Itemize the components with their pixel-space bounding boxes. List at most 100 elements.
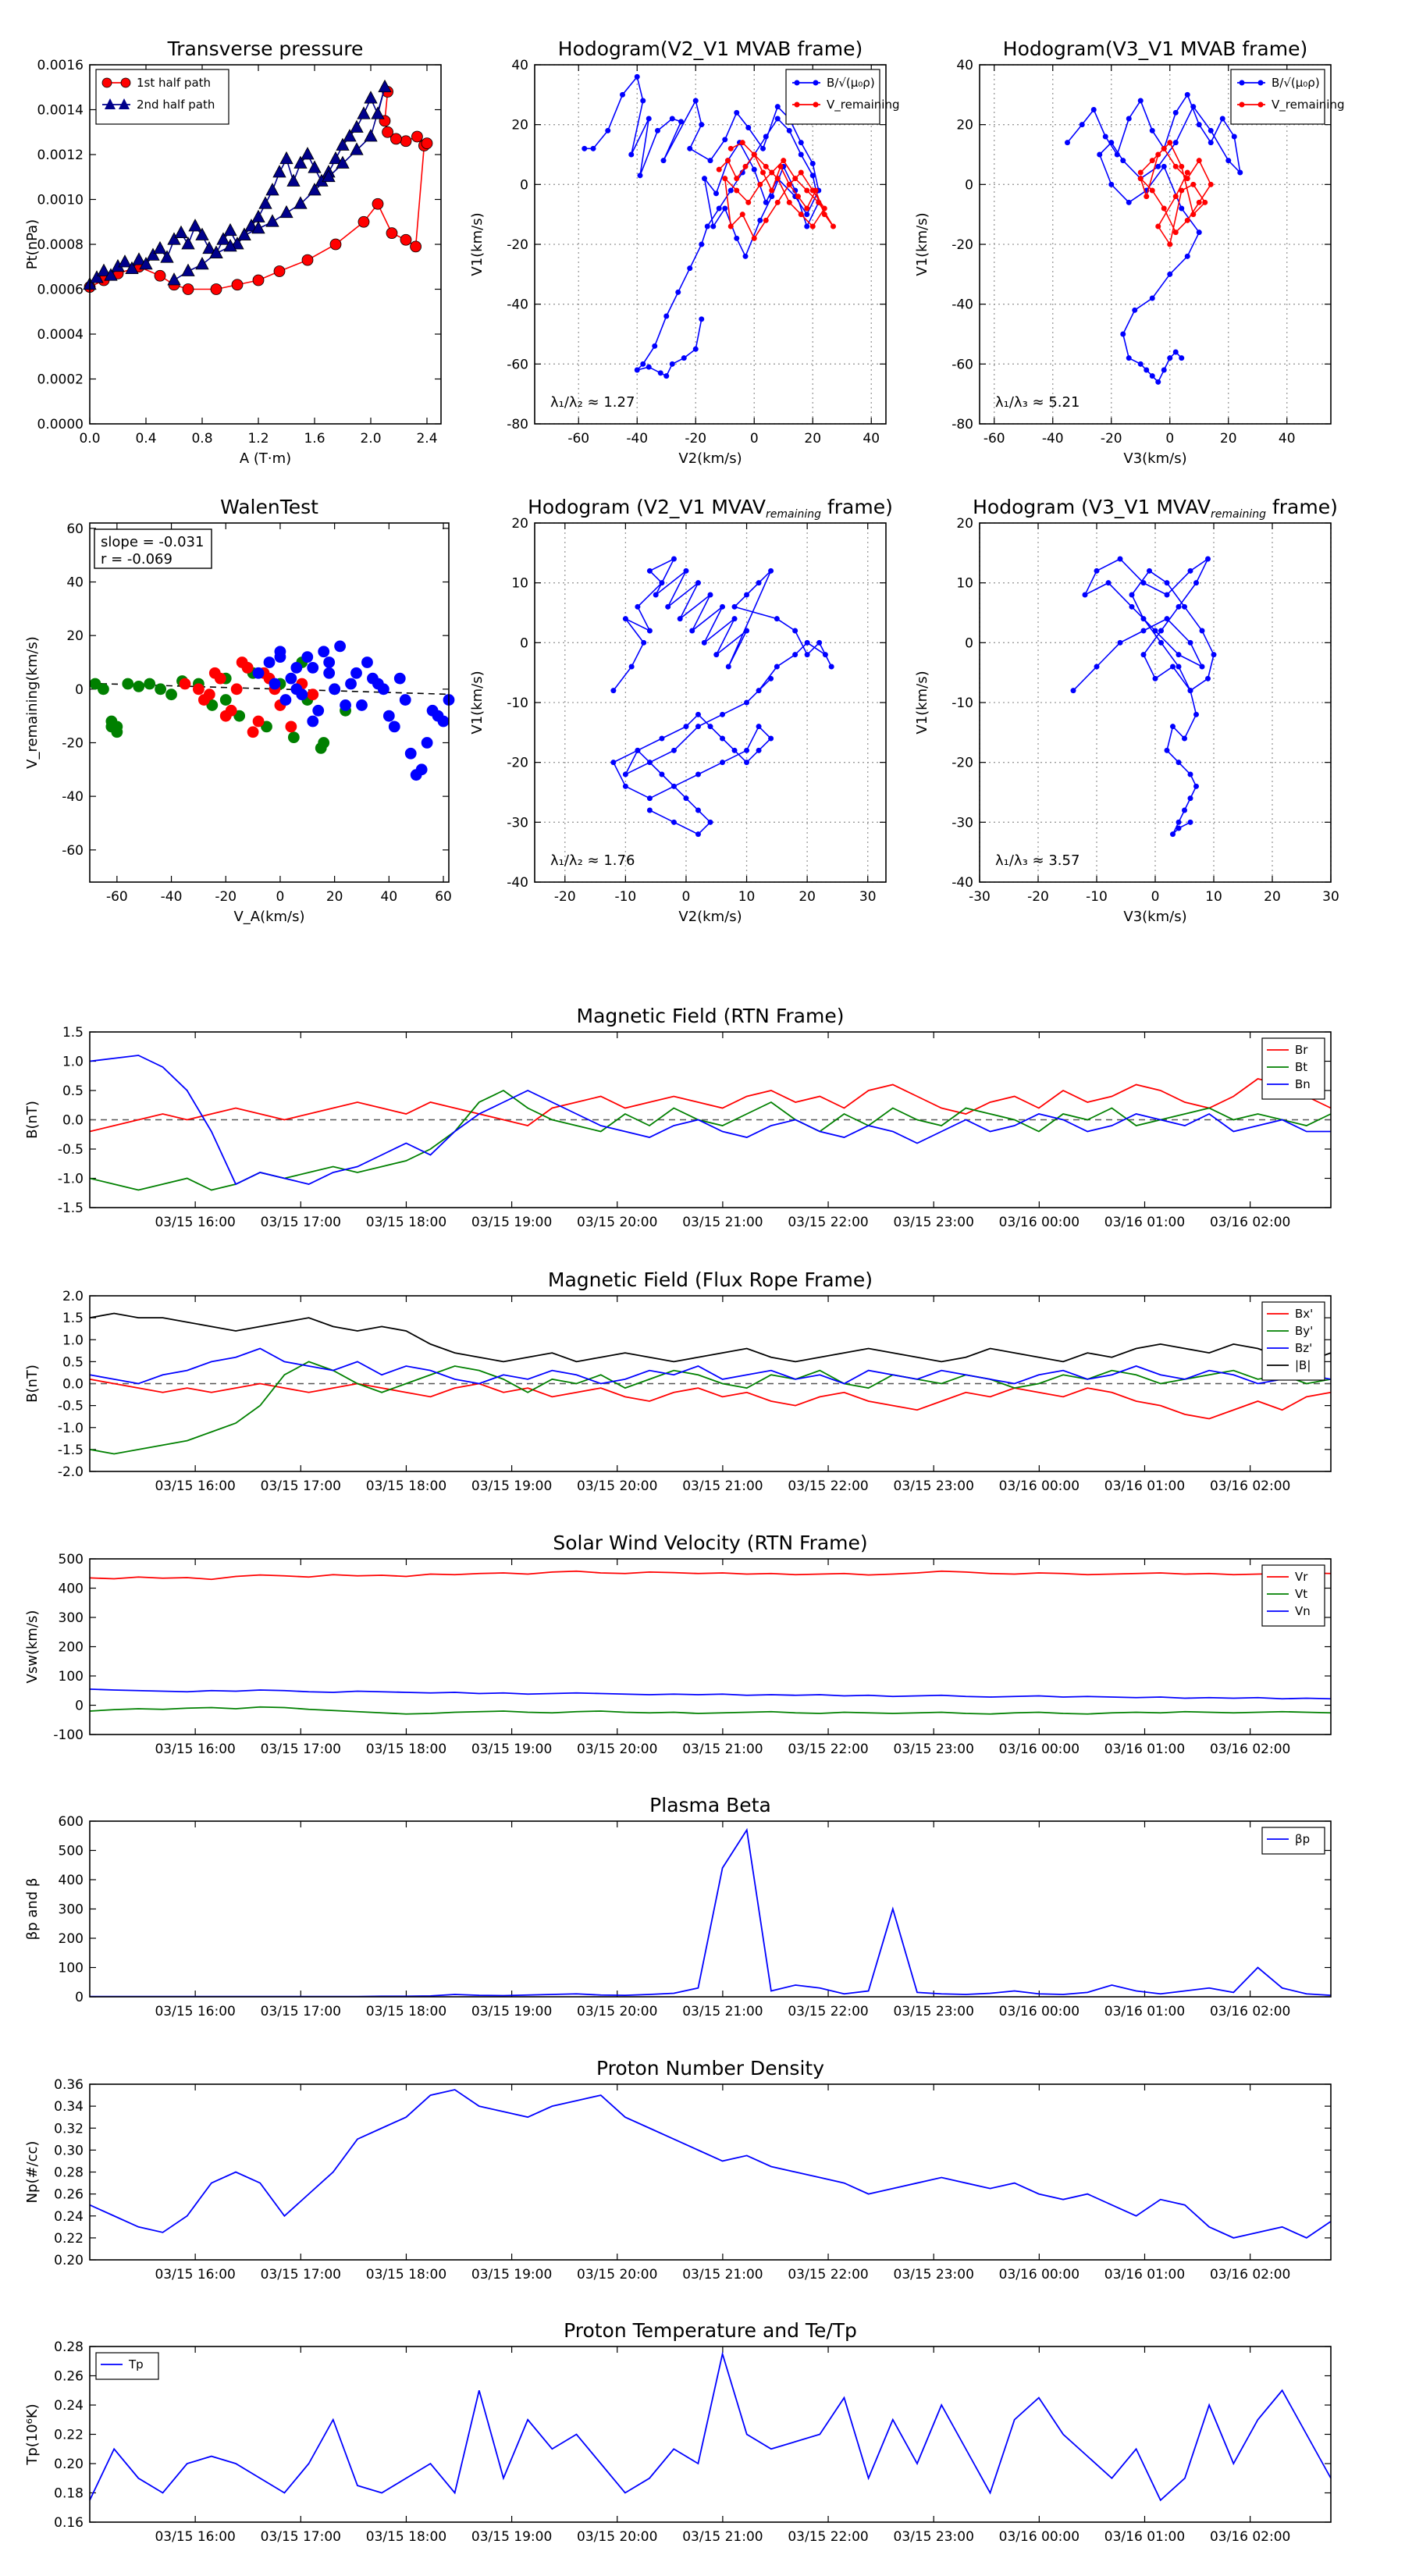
walen-point (356, 699, 368, 711)
h_mvab_v2-frame (534, 64, 887, 425)
h_mvab_v2-legend-marker (813, 101, 819, 108)
h_mvav_v3-point (1170, 724, 1176, 730)
chart-h_mvab_v2: -60 -40 -20 0 20 40 -80 -60 -40 -20 0 20 40 V2(km/s) V… (469, 37, 900, 467)
pt-xlabel: A (T·m) (240, 450, 291, 467)
beta-legend-label: βp (1295, 1832, 1310, 1846)
h_mvav_v3-xtick-label: -10 (1086, 889, 1108, 905)
walen-point (230, 683, 243, 696)
pt-point (195, 257, 209, 270)
np-frame (89, 2083, 1332, 2261)
h_mvav_v2-point (659, 771, 665, 777)
h_mvab_v2-point (816, 199, 822, 205)
beta-xtick-label: 03/15 18:00 (366, 2004, 446, 2019)
h_mvab_v2-xtick-label: -20 (685, 431, 706, 447)
np-xtick-label: 03/15 16:00 (155, 2267, 235, 2282)
h_mvab_v2-point (798, 140, 804, 146)
tp-frame (89, 2346, 1332, 2523)
vsw-xtick-label: 03/15 17:00 (261, 1742, 341, 1757)
h_mvav_v3-ytick-label: -40 (951, 875, 973, 891)
pt-point (308, 183, 322, 196)
np-ytick-label: 0.28 (54, 2165, 84, 2181)
h_mvav_v2-ytick-label: -30 (507, 815, 528, 831)
h_mvav_v3-point (1187, 568, 1193, 574)
h_mvab_v3-ytick-label: -20 (951, 237, 973, 253)
h_mvav_v3-point (1158, 639, 1164, 646)
h_mvav_v3-point (1164, 592, 1170, 598)
h_mvab_v3-point (1108, 181, 1115, 187)
h_mvav_v3-point (1158, 628, 1164, 634)
h_mvab_v2-point (821, 212, 827, 218)
mag_rtn-xtick-label: 03/15 18:00 (366, 1215, 446, 1230)
np-xtick-label: 03/15 21:00 (682, 2267, 763, 2282)
vsw-ytick-label: -100 (53, 1727, 84, 1743)
walen-point (432, 710, 444, 722)
pt-point (265, 214, 279, 227)
mag_fr-ytick-label: -0.5 (58, 1399, 84, 1414)
h_mvav_v3-ytick-label: 10 (956, 576, 973, 592)
h_mvav_v3-point (1182, 807, 1187, 813)
h_mvav_v2-point (695, 580, 701, 586)
mag_fr-legend-label: |B| (1295, 1358, 1311, 1372)
h_mvav_v3-point (1176, 819, 1182, 825)
h_mvav_v2-point (610, 688, 617, 694)
beta-ytick-label: 200 (59, 1931, 84, 1947)
pt-point (202, 240, 216, 254)
np-xtick-label: 03/15 23:00 (894, 2267, 974, 2282)
mag_fr-ytick-label: -2.0 (58, 1464, 84, 1480)
mag_rtn-xtick-label: 03/15 21:00 (682, 1215, 763, 1230)
mag_rtn-ytick-label: 1.0 (62, 1055, 84, 1070)
np-ytick-label: 0.34 (54, 2099, 84, 2115)
h_mvav_v2-point (695, 711, 701, 717)
mag_rtn-legend-label: Bn (1295, 1077, 1311, 1091)
vsw-ylabel: Vsw(km/s) (24, 1610, 41, 1684)
mag_fr-xtick-label: 03/16 01:00 (1104, 1478, 1185, 1494)
tp-ytick-label: 0.20 (54, 2457, 84, 2472)
tp-ytick-label: 0.28 (54, 2339, 84, 2355)
pt-point (188, 219, 202, 232)
vsw-xtick-label: 03/15 21:00 (682, 1742, 763, 1757)
pt-point (357, 106, 371, 119)
walen-point (323, 656, 336, 668)
tp-legend: Tp (95, 2352, 159, 2380)
vsw-ytick-label: 200 (59, 1640, 84, 1656)
h_mvav_v2-point (646, 807, 653, 813)
h_mvab_v2-ytick-label: -60 (507, 357, 528, 372)
h_mvab_v2-series-0 (582, 73, 822, 379)
beta-xtick-label: 03/16 02:00 (1210, 2004, 1290, 2019)
h_mvav_v2-point (744, 592, 750, 598)
walen-xtick-label: 60 (435, 889, 452, 905)
np-xtick-label: 03/15 19:00 (471, 2267, 552, 2282)
beta-xtick-label: 03/15 21:00 (682, 2004, 763, 2019)
h_mvab_v2-point (628, 151, 635, 158)
h_mvab_v3-point (1184, 176, 1190, 182)
mag_fr-ytick-label: 1.5 (62, 1311, 84, 1326)
mag_rtn-ylabel: B(nT) (24, 1101, 41, 1139)
h_mvav_v2-point (659, 580, 665, 586)
h_mvab_v2-ytick-label: -20 (507, 237, 528, 253)
walen-ylabel: V_remaining(km/s) (24, 636, 41, 769)
pt-point (251, 209, 265, 222)
vsw-xtick-label: 03/15 16:00 (155, 1742, 235, 1757)
pt-point (209, 245, 223, 258)
walen-point (290, 661, 303, 674)
pt-point (132, 252, 146, 265)
h_mvab_v3-point (1144, 194, 1150, 200)
h_mvab_v2-point (809, 161, 816, 166)
h_mvab_v3-series-0 (1065, 91, 1243, 385)
h_mvav_v3-point (1176, 603, 1182, 610)
h_mvab_v2-point (809, 223, 816, 229)
pt-point (231, 279, 244, 291)
h_mvav_v2-point (792, 628, 799, 634)
h_mvav_v2-point (683, 568, 689, 574)
chart-pt: 0.0 0.4 0.8 1.2 1.6 2.0 2.4 0.0000 0.0002 0.0004 0… (24, 37, 442, 467)
h_mvab_v2-point (751, 235, 757, 241)
h_mvav_v2-point (707, 592, 713, 598)
h_mvab_v2-point (663, 313, 670, 319)
h_mvab_v3-point (1184, 169, 1190, 176)
h_mvav_v2-point (610, 760, 617, 766)
tp-xtick-label: 03/15 23:00 (894, 2529, 974, 2545)
h_mvav_v2-point (828, 664, 834, 670)
h_mvab_v2-ytick-label: 40 (511, 58, 528, 73)
walen-ytick-label: -20 (62, 735, 84, 751)
np-ytick-label: 0.22 (54, 2231, 84, 2247)
